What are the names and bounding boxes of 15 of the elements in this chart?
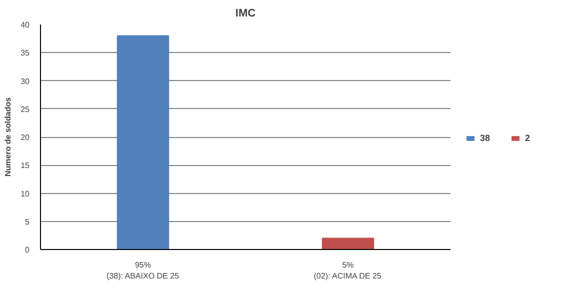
legend-label: 38 [480, 132, 492, 142]
y-tick-label: 25 [20, 104, 30, 114]
y-tick-label: 20 [20, 133, 30, 142]
y-tick-label: 5 [25, 217, 30, 226]
y-axis-title: Numero de soldados [4, 96, 13, 177]
y-tick-label: 10 [20, 189, 30, 198]
legend-label: 2 [525, 132, 532, 142]
y-tick-label: 35 [20, 48, 30, 58]
y-tick-label: 15 [20, 161, 30, 170]
y-tick-label: 30 [20, 76, 30, 86]
chart-title: IMC [235, 8, 256, 20]
y-tick-label: 0 [25, 246, 30, 254]
x-tick-label: 5% (02): ACIMA DE 25 [314, 260, 382, 280]
y-tick-label: 40 [20, 20, 30, 30]
x-tick-label: 95% (38): ABAIXO DE 25 [106, 260, 180, 280]
